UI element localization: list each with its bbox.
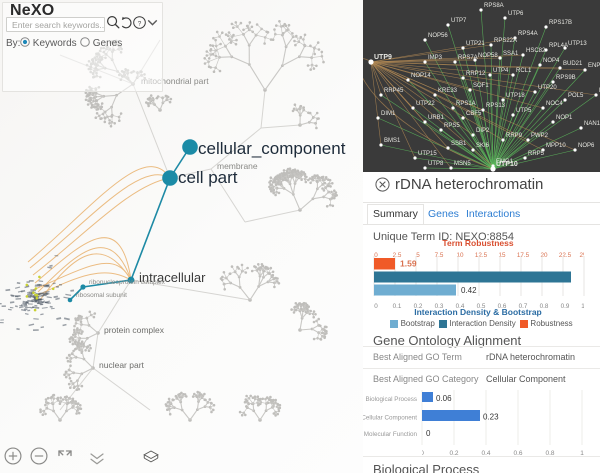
svg-text:RPS7A: RPS7A [458,55,478,61]
svg-text:MSN5: MSN5 [454,161,471,167]
svg-text:DIP2: DIP2 [476,128,490,134]
svg-text:RPS4A: RPS4A [518,31,538,37]
svg-text:RPS8A: RPS8A [484,3,504,9]
svg-text:UTP22: UTP22 [416,101,435,107]
svg-text:BMS1: BMS1 [384,138,401,144]
svg-text:UTP18: UTP18 [506,93,525,99]
svg-text:Biological Process: Biological Process [366,396,417,403]
svg-text:UTP10: UTP10 [496,161,518,168]
svg-text:UTP20: UTP20 [538,85,557,91]
svg-text:UTP7: UTP7 [451,18,467,24]
svg-text:KRE33: KRE33 [438,88,458,94]
svg-text:RPS13: RPS13 [486,103,506,109]
svg-text:RPS1A: RPS1A [456,101,476,107]
svg-text:RRP45: RRP45 [384,88,404,94]
svg-text:NOP6: NOP6 [578,143,595,149]
svg-text:CBF5: CBF5 [466,111,482,117]
svg-text:Cellular Component: Cellular Component [363,415,417,422]
svg-text:NOP56: NOP56 [428,33,448,39]
svg-text:IMP3: IMP3 [428,55,443,61]
svg-text:UTP9: UTP9 [374,54,392,61]
svg-text:UTP15: UTP15 [418,151,437,157]
svg-text:0.06: 0.06 [436,394,452,403]
svg-text:UTP13: UTP13 [568,41,587,47]
svg-text:PWP2: PWP2 [531,133,549,139]
svg-text:RPS5: RPS5 [444,123,460,129]
svg-text:SKI6: SKI6 [476,143,490,149]
svg-text:DIM1: DIM1 [381,111,396,117]
svg-text:UTP4: UTP4 [493,68,509,74]
svg-text:0.23: 0.23 [483,413,499,422]
svg-text:SSB1: SSB1 [451,141,467,147]
svg-text:0: 0 [426,429,431,438]
svg-text:RRP9: RRP9 [506,133,523,139]
svg-text:RPS17B: RPS17B [549,20,572,26]
svg-text:UTP8: UTP8 [428,161,444,167]
svg-text:NOC4: NOC4 [546,101,563,107]
svg-text:NOP14: NOP14 [411,73,431,79]
svg-text:UTP21: UTP21 [466,41,485,47]
svg-text:NAN1: NAN1 [584,121,600,127]
svg-text:MPP10: MPP10 [546,143,566,149]
svg-text:NOP1: NOP1 [556,115,573,121]
svg-text:BUD21: BUD21 [563,61,583,67]
svg-text:SSA1: SSA1 [503,51,519,57]
svg-text:RCL1: RCL1 [516,68,532,74]
svg-text:RRP5: RRP5 [528,151,545,157]
svg-text:POL5: POL5 [568,93,584,99]
svg-text:NOP58: NOP58 [478,53,498,59]
svg-text:RPS9B: RPS9B [556,75,576,81]
svg-text:HSC82: HSC82 [526,48,546,54]
svg-text:SOF1: SOF1 [473,83,489,89]
svg-text:UTP5: UTP5 [516,108,532,114]
svg-text:ENP1: ENP1 [588,63,600,69]
svg-text:0.42: 0.42 [461,286,477,295]
svg-text:RRP12: RRP12 [466,71,486,77]
svg-text:URB1: URB1 [428,115,445,121]
svg-text:?: ? [138,20,142,27]
svg-text:RPL4A: RPL4A [549,43,568,49]
svg-text:Molecular Function: Molecular Function [364,431,418,438]
svg-text:NOP4: NOP4 [543,58,560,64]
svg-text:RPS22A: RPS22A [494,38,517,44]
svg-text:UTP6: UTP6 [508,11,524,17]
svg-text:1.59: 1.59 [400,259,417,269]
